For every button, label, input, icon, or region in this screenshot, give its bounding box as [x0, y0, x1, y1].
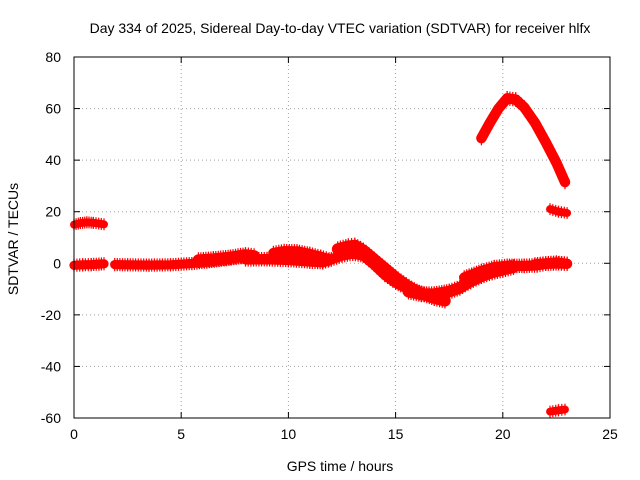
data-point [518, 97, 525, 112]
data-point [326, 252, 333, 267]
x-tick-label: 10 [281, 426, 297, 442]
gridlines [74, 57, 610, 418]
data-point [387, 265, 394, 281]
data-point [317, 249, 324, 265]
data-point [395, 271, 402, 288]
data-point [368, 249, 375, 265]
data-point [547, 203, 553, 216]
data-band [476, 93, 571, 188]
series-arc-12 [546, 203, 572, 219]
data-point [523, 103, 530, 119]
series-arc-06 [268, 243, 335, 267]
y-tick-label: 40 [45, 152, 61, 168]
x-axis-label: GPS time / hours [287, 458, 394, 474]
data-point [521, 100, 528, 115]
data-point [562, 174, 568, 190]
y-tick-label: 80 [45, 49, 61, 65]
data-point [373, 253, 380, 270]
data-point [309, 247, 316, 262]
data-point [365, 247, 372, 263]
data-point [363, 244, 370, 261]
data-point [334, 241, 341, 257]
data-point [515, 94, 522, 110]
data-point [526, 107, 533, 123]
data-point [553, 155, 560, 170]
data-point [529, 111, 536, 127]
data-point [306, 246, 313, 262]
series-arc-02 [69, 257, 109, 272]
data-point [512, 92, 519, 107]
data-point [389, 267, 396, 284]
data-point [351, 237, 358, 254]
y-tick-label: 20 [45, 204, 61, 220]
x-tick-label: 15 [388, 426, 404, 442]
data-point [552, 204, 559, 217]
y-tick-label: 60 [45, 101, 61, 117]
data-point [323, 251, 330, 266]
data-series [69, 91, 573, 418]
x-tick-label: 5 [177, 426, 185, 442]
y-tick-label: 0 [53, 255, 61, 271]
data-point [495, 101, 502, 116]
x-tick-label: 25 [602, 426, 618, 442]
x-tick-label: 20 [495, 426, 511, 442]
data-point [498, 97, 505, 113]
data-point [446, 283, 453, 300]
data-point [101, 218, 107, 231]
data-point [456, 279, 463, 296]
data-point [360, 242, 367, 259]
data-point [354, 239, 361, 255]
series-arc-01 [70, 216, 108, 231]
data-point [379, 258, 386, 275]
x-tick-label: 0 [70, 426, 78, 442]
data-point [381, 260, 388, 277]
chart-title: Day 334 of 2025, Sidereal Day-to-day VTE… [90, 20, 591, 36]
series-arc-10 [530, 255, 572, 271]
y-tick-label: -20 [41, 307, 61, 323]
axis-ticks: 0 5 10 15 20 25 -60 -40 -20 0 20 40 60 80 [41, 49, 618, 442]
y-axis-label: SDTVAR / TECUs [5, 183, 21, 295]
plot-frame [73, 56, 611, 419]
data-point [340, 239, 347, 256]
data-point [564, 256, 571, 270]
data-point [448, 282, 455, 299]
data-point [564, 207, 571, 219]
series-arc-13 [546, 403, 569, 418]
data-point [501, 94, 508, 109]
data-point [549, 204, 556, 216]
data-point [337, 240, 344, 257]
series-arc-11 [476, 91, 571, 190]
data-point [312, 248, 319, 263]
data-point [314, 248, 321, 264]
data-point [357, 240, 364, 257]
data-point [101, 257, 107, 271]
data-point [320, 250, 327, 265]
data-point [562, 403, 568, 416]
y-tick-label: -60 [41, 410, 61, 426]
y-tick-label: -40 [41, 358, 61, 374]
data-point [376, 256, 383, 272]
data-point [556, 161, 563, 177]
data-point [454, 280, 461, 297]
data-point [559, 168, 566, 183]
data-point [392, 269, 399, 286]
